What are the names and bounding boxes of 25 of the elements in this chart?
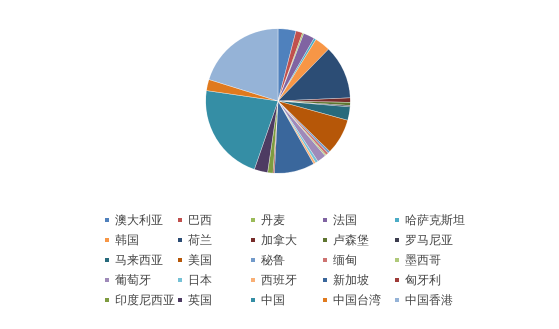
legend-label: 匈牙利 (405, 273, 441, 287)
legend-label: 西班牙 (261, 273, 297, 287)
legend-label: 巴西 (188, 213, 212, 227)
legend-label: 丹麦 (261, 213, 285, 227)
legend-label: 法国 (333, 213, 357, 227)
legend-label: 中国 (261, 293, 285, 307)
legend-label: 美国 (188, 253, 212, 267)
legend-label: 加拿大 (261, 233, 297, 247)
legend-label: 墨西哥 (405, 253, 441, 267)
legend-label: 罗马尼亚 (405, 233, 453, 247)
legend-label: 日本 (188, 273, 212, 287)
legend-label: 荷兰 (188, 233, 212, 247)
legend-label: 葡萄牙 (115, 273, 151, 287)
legend-label: 秘鲁 (261, 253, 285, 267)
legend-label: 卢森堡 (333, 233, 369, 247)
legend-label: 英国 (188, 293, 212, 307)
legend-label: 马来西亚 (115, 253, 163, 267)
legend-label: 澳大利亚 (115, 213, 163, 227)
legend-label: 新加坡 (333, 273, 369, 287)
legend-label: 缅甸 (333, 253, 357, 267)
legend-label: 中国香港 (405, 293, 453, 307)
legend-label: 韩国 (115, 233, 139, 247)
legend-label: 印度尼西亚 (115, 293, 175, 307)
legend-label: 哈萨克斯坦 (405, 213, 465, 227)
legend-label: 中国台湾 (333, 293, 381, 307)
